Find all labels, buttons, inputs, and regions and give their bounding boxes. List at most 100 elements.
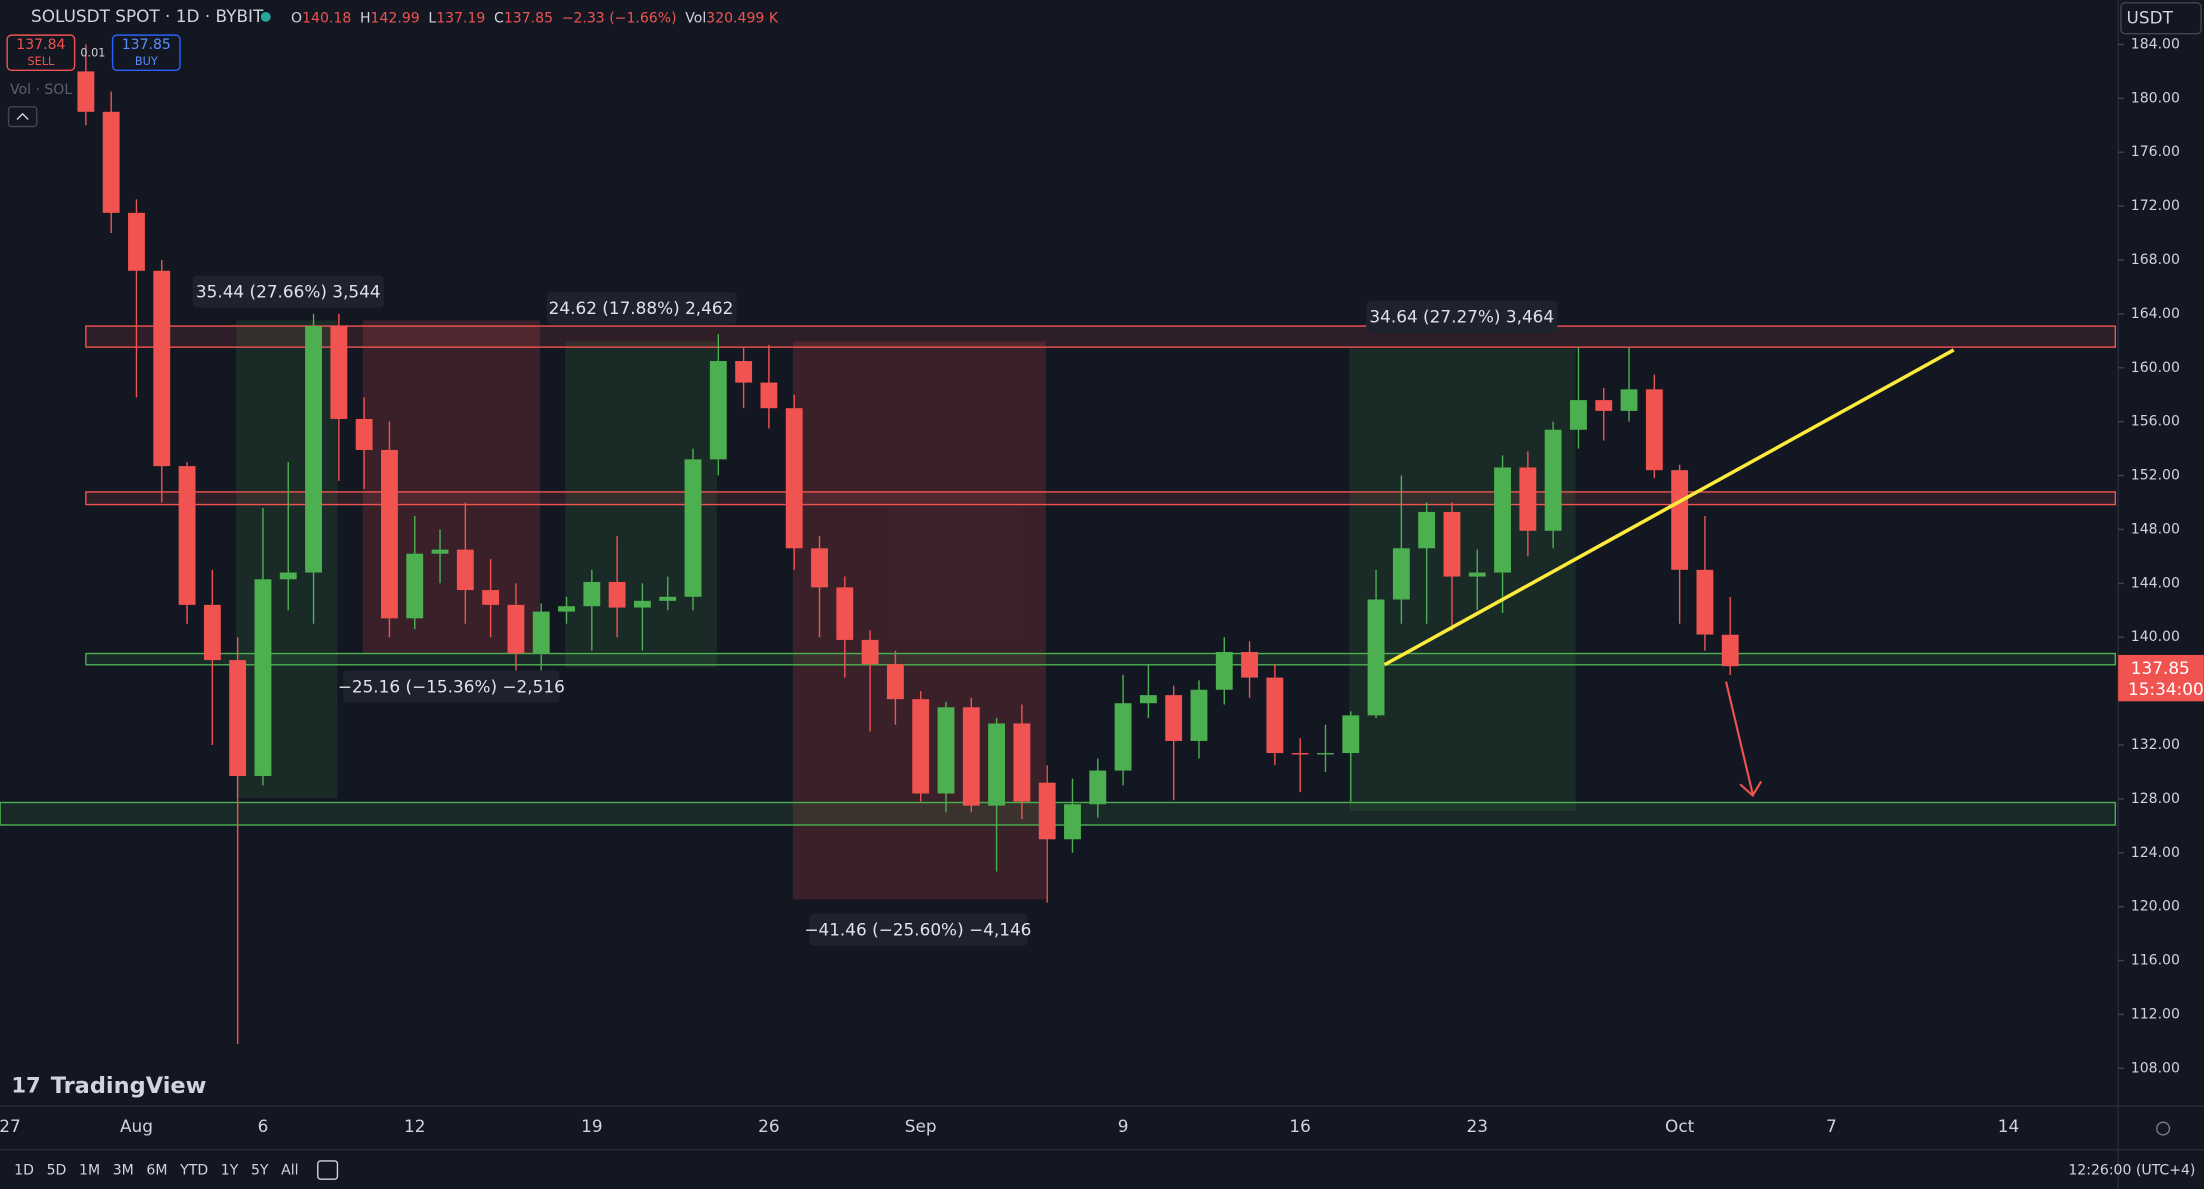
range-button[interactable]: All: [281, 1163, 298, 1179]
buy-price[interactable]: 137.85: [122, 37, 171, 53]
y-tick-label: 164.00: [2131, 306, 2180, 322]
candle-body: [558, 606, 575, 612]
buy-button[interactable]: [111, 34, 181, 71]
candle-body: [507, 604, 525, 654]
candle-body: [1721, 634, 1739, 667]
x-tick-label: 26: [758, 1116, 779, 1136]
candle-body: [937, 707, 955, 794]
indicator: Vol · SOL: [10, 82, 72, 98]
last-price-box: [2118, 654, 2204, 702]
measure-label-box: [1366, 300, 1558, 334]
candle-body: [1519, 467, 1537, 531]
y-tick-label: 172.00: [2131, 198, 2180, 214]
candle-body: [836, 587, 854, 640]
settings-icon[interactable]: [2156, 1121, 2171, 1136]
candle-body: [1114, 703, 1132, 771]
collapse-button[interactable]: [7, 106, 38, 128]
x-tick-label: 7: [1826, 1116, 1837, 1136]
candle-body: [229, 660, 247, 776]
range-button[interactable]: 1Y: [221, 1163, 239, 1179]
candle-body: [1392, 548, 1410, 600]
measure-label: −41.46 (−25.60%) −4,146: [804, 919, 1031, 939]
collapse-icon: [16, 112, 29, 120]
candle-body: [1468, 572, 1486, 577]
y-tick-label: 168.00: [2131, 252, 2180, 268]
candle-body: [1215, 652, 1233, 690]
y-tick-label: 152.00: [2131, 468, 2180, 484]
y-tick-label: 144.00: [2131, 575, 2180, 591]
measure-label-box: [192, 275, 384, 308]
range-button[interactable]: YTD: [179, 1163, 208, 1179]
range-button[interactable]: 6M: [146, 1163, 167, 1179]
date-range-icon[interactable]: [317, 1160, 339, 1180]
axes: 108.00 112.00 116.00 120.00 124.00 128.00 132.…: [0, 36, 2180, 1136]
candle-body: [1645, 389, 1663, 471]
sell-button[interactable]: [6, 34, 76, 71]
resistance-zone: [85, 491, 2117, 506]
indicator-hide[interactable]: [77, 81, 92, 96]
candle-body: [684, 459, 702, 597]
y-tick-label: 176.00: [2131, 144, 2180, 160]
candle-body: [1544, 429, 1562, 531]
candle-body: [886, 664, 904, 700]
candle-body: [153, 270, 171, 467]
clock: 12:26:00 (UTC+4): [2068, 1163, 2195, 1179]
candle-body: [912, 699, 930, 794]
y-tick-label: 180.00: [2131, 90, 2180, 106]
annotations: 35.44 (27.66%) 3,544 24.62 (17.88%) 2,46…: [192, 275, 1955, 946]
y-tick-label: 160.00: [2131, 360, 2180, 376]
candle-body: [1139, 695, 1157, 704]
status-dot: [260, 11, 271, 22]
y-tick-label: 184.00: [2131, 36, 2180, 52]
measure-box: [236, 320, 338, 799]
buy-label[interactable]: BUY: [135, 55, 158, 68]
sell-label[interactable]: SELL: [28, 55, 55, 68]
range-button[interactable]: 1D: [14, 1163, 34, 1179]
sell-price[interactable]: 137.84: [16, 37, 65, 53]
candle-body: [203, 604, 221, 661]
y-tick-label: 124.00: [2131, 845, 2180, 861]
candle-body: [1013, 723, 1031, 802]
candle-body: [785, 408, 803, 549]
logo: TradingView: [51, 1073, 207, 1099]
ohlc: O140.18 H142.99 L137.19 C137.85 −2.33 (−…: [291, 10, 779, 26]
measure-label-box: [809, 913, 1028, 946]
symbol: SOLUSDT SPOT · 1D · BYBIT: [31, 6, 264, 26]
spread: 0.01: [80, 46, 105, 59]
candle-body: [381, 449, 398, 619]
range-button[interactable]: 5Y: [251, 1163, 269, 1179]
currency[interactable]: USDT: [2127, 7, 2174, 27]
candle-body: [482, 590, 500, 605]
range-button[interactable]: 1M: [79, 1163, 100, 1179]
y-tick-label: 140.00: [2131, 629, 2180, 645]
measure-label: 34.64 (27.27%) 3,464: [1369, 307, 1554, 327]
range-button[interactable]: 3M: [113, 1163, 134, 1179]
currency-button[interactable]: [2120, 2, 2202, 35]
y-tick-label: 116.00: [2131, 953, 2180, 969]
candle-body: [330, 326, 348, 419]
x-tick-label: 9: [1118, 1116, 1129, 1136]
y-tick-label: 112.00: [2131, 1006, 2180, 1022]
resistance-zone: [85, 325, 2117, 348]
x-tick-label: Oct: [1665, 1116, 1695, 1136]
x-tick-label: 23: [1467, 1116, 1488, 1136]
candle-body: [633, 600, 651, 608]
candles: [77, 44, 1739, 1045]
candle-body: [406, 553, 424, 619]
range-button[interactable]: 5D: [47, 1163, 67, 1179]
x-tick-label: 27: [0, 1116, 21, 1136]
x-tick-label: 19: [581, 1116, 602, 1136]
candle-body: [659, 596, 677, 601]
arrow: [1724, 681, 1754, 795]
x-tick-label: 12: [404, 1116, 425, 1136]
candle-body: [735, 361, 753, 383]
candle-body: [1342, 715, 1360, 754]
candle-body: [102, 111, 120, 213]
arrow-head: [1739, 780, 1763, 798]
candle-body: [1291, 753, 1309, 755]
candle-body: [1317, 753, 1334, 755]
candle-body: [1443, 511, 1461, 577]
